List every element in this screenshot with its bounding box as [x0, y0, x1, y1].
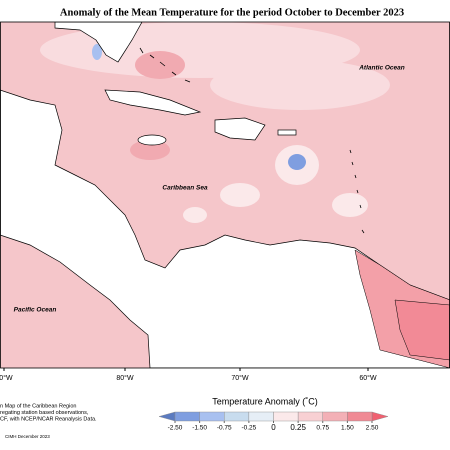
puerto-rico — [277, 129, 297, 136]
note: regating station based observations, — [0, 410, 89, 416]
legend-arrow — [371, 411, 389, 422]
legend-tick-label: 1.50 — [341, 425, 354, 432]
anomaly-patch — [220, 183, 260, 207]
legend-tick-label: -1.50 — [192, 425, 207, 432]
anomaly-patch — [135, 51, 185, 79]
legend-tick-label: -2.50 — [168, 425, 183, 432]
legend-swatch — [199, 411, 225, 422]
sea-label: Caribbean Sea — [162, 185, 208, 192]
legend-swatch — [174, 411, 200, 422]
legend-tick-label: -0.25 — [241, 425, 256, 432]
anomaly-patch — [288, 154, 306, 170]
legend-tick-label: 0.25 — [290, 423, 306, 432]
legend-tick-label: 0 — [271, 423, 276, 432]
legend-arrow — [158, 411, 176, 422]
ocean-label: Pacific Ocean — [14, 307, 57, 314]
anomaly-patch — [92, 44, 102, 60]
legend-title: Temperature Anomaly (˚C) — [212, 396, 318, 406]
note: CF, with NCEP/NCAR Reanalysis Data. — [0, 416, 97, 422]
longitude-label: 90°W — [0, 374, 13, 382]
anomaly-patch — [130, 140, 170, 160]
cuba — [104, 89, 202, 116]
longitude-label: 80°W — [116, 374, 134, 382]
legend-tick-label: 0.75 — [316, 425, 329, 432]
note: n Map of the Caribbean Region — [0, 403, 76, 409]
ocean-label: Atlantic Ocean — [358, 65, 405, 72]
mainland — [0, 89, 450, 368]
jamaica — [137, 134, 167, 146]
anomaly-patch — [332, 193, 368, 217]
legend-swatch — [297, 411, 323, 422]
anomaly-land — [394, 299, 450, 361]
hispaniola — [214, 117, 266, 141]
anomaly-patch — [183, 207, 207, 223]
legend-swatch — [322, 411, 348, 422]
legend-swatch — [248, 411, 274, 422]
credit: CIMH December 2023 — [5, 434, 50, 439]
map — [0, 22, 450, 368]
title: Anomaly of the Mean Temperature for the … — [60, 7, 404, 18]
small-islands — [139, 47, 365, 234]
longitude-label: 60°W — [359, 374, 377, 382]
legend-swatch — [273, 411, 299, 422]
legend-tick-label: 2.50 — [366, 425, 379, 432]
florida — [54, 22, 143, 63]
legend-tick-label: -0.75 — [217, 425, 232, 432]
longitude-label: 70°W — [231, 374, 249, 382]
anomaly-patch — [210, 60, 390, 110]
legend-swatch — [347, 411, 373, 422]
legend-swatch — [224, 411, 250, 422]
